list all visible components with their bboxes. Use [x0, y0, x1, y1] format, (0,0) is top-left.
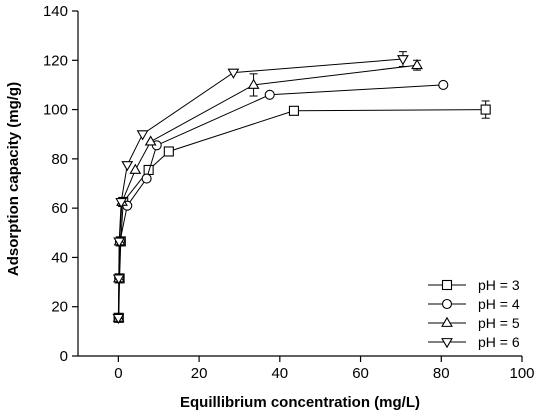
- series-layer: [112, 51, 491, 325]
- triangle-down-marker: [227, 68, 240, 79]
- triangle-up-marker: [129, 163, 142, 174]
- circle-marker: [438, 79, 449, 90]
- series-triangle-down: [112, 51, 409, 325]
- triangle-down-marker: [441, 338, 453, 349]
- legend-item: pH = 4: [428, 296, 520, 312]
- square-marker: [288, 105, 299, 116]
- x-tick-label: 20: [191, 365, 208, 382]
- series-line: [118, 109, 486, 318]
- triangle-down-marker: [397, 55, 409, 66]
- series-line: [118, 84, 444, 318]
- y-axis-title: Adsorption capacity (mg/g): [5, 82, 22, 276]
- triangle-down-marker: [112, 313, 125, 325]
- series-square: [113, 100, 491, 323]
- triangle-up-marker: [411, 58, 423, 70]
- legend: pH = 3 pH = 4 pH = 5 pH = 6: [428, 277, 520, 350]
- x-tick-label: 100: [509, 365, 534, 382]
- triangle-down-marker: [113, 237, 126, 248]
- y-tick-label: 0: [60, 348, 68, 365]
- y-tick-label: 120: [43, 52, 68, 69]
- triangle-up-marker: [247, 78, 260, 89]
- y-tick-label: 40: [51, 249, 68, 266]
- x-tick-label: 80: [433, 365, 450, 382]
- y-tick-label: 140: [43, 3, 68, 20]
- y-tick-label: 80: [51, 151, 68, 168]
- series-line: [118, 64, 418, 318]
- triangle-down-marker: [112, 274, 125, 285]
- square-marker: [480, 104, 491, 115]
- circle-marker: [141, 173, 152, 184]
- circle-marker: [441, 298, 453, 310]
- x-tick-label: 60: [352, 365, 369, 382]
- y-tick-label: 60: [51, 200, 68, 217]
- triangle-up-marker: [441, 316, 453, 327]
- series-line: [117, 58, 403, 318]
- x-tick-label: 0: [114, 365, 122, 382]
- legend-item: pH = 3: [428, 277, 520, 293]
- series-circle: [113, 79, 449, 323]
- x-tick-label: 40: [271, 365, 288, 382]
- y-tick-label: 20: [51, 299, 68, 316]
- y-tick-label: 100: [43, 102, 68, 119]
- legend-label: pH = 4: [478, 296, 520, 312]
- legend-label: pH = 5: [478, 315, 520, 331]
- legend-item: pH = 6: [428, 334, 520, 350]
- triangle-down-marker: [121, 161, 134, 172]
- circle-marker: [264, 89, 275, 100]
- triangle-down-marker: [136, 130, 149, 141]
- legend-label: pH = 6: [478, 334, 520, 350]
- legend-item: pH = 5: [428, 315, 520, 331]
- triangle-down-marker: [115, 198, 128, 209]
- triangle-up-marker: [144, 135, 157, 146]
- square-marker: [441, 279, 453, 291]
- legend-label: pH = 3: [478, 277, 520, 293]
- axes: 0 20 40 60 80 100 0 20 40 60 80 100 120 140: [43, 3, 535, 382]
- x-axis-title: Equillibrium concentration (mg/L): [180, 394, 420, 411]
- square-marker: [163, 146, 174, 157]
